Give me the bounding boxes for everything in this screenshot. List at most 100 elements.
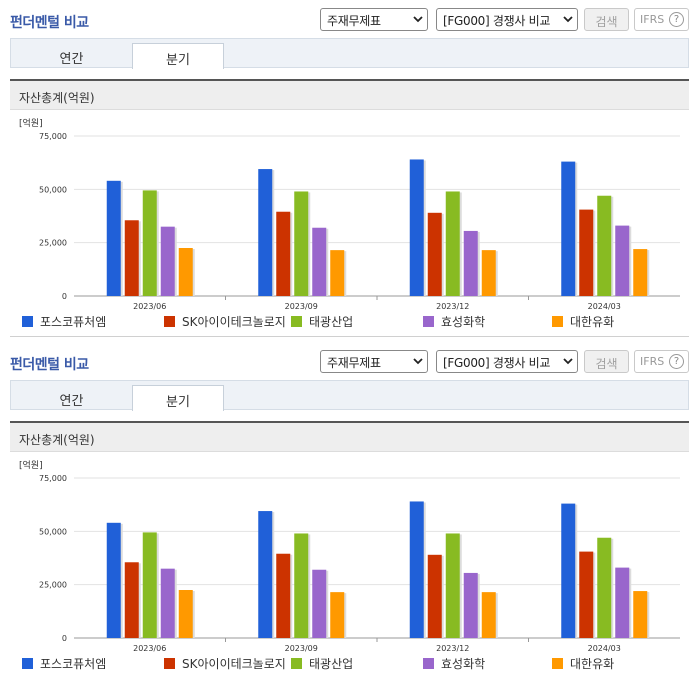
bar bbox=[106, 522, 121, 638]
y-tick-label: 50,000 bbox=[39, 527, 67, 536]
legend-item[interactable]: 태광산업 bbox=[291, 655, 353, 672]
compare-select[interactable]: [FG000] 경쟁사 비교 bbox=[436, 350, 578, 373]
legend-label: 태광산업 bbox=[309, 657, 354, 671]
legend-label: 포스코퓨처엠 bbox=[40, 657, 107, 671]
legend-item[interactable]: 효성화학 bbox=[423, 313, 485, 330]
bar bbox=[178, 248, 193, 296]
y-tick-label: 75,000 bbox=[39, 132, 67, 141]
bar bbox=[330, 592, 345, 638]
bar bbox=[615, 567, 630, 638]
y-tick-label: 25,000 bbox=[39, 581, 67, 590]
bar bbox=[481, 250, 496, 296]
bar bbox=[276, 211, 291, 296]
bar bbox=[312, 569, 327, 638]
tab-quarterly[interactable]: 분기 bbox=[132, 43, 224, 69]
statement-select[interactable]: 주재무제표 bbox=[320, 8, 428, 31]
compare-select[interactable]: [FG000] 경쟁사 비교 bbox=[436, 8, 578, 31]
bar bbox=[597, 537, 612, 638]
bar-chart: [억원] 0 25,000 50,000 75,000 2023/06 2023/09 202… bbox=[10, 454, 689, 680]
legend-swatch bbox=[22, 316, 33, 327]
legend-label: 대한유화 bbox=[570, 315, 615, 329]
x-tick-label: 2023/06 bbox=[133, 644, 166, 653]
legend-label: 대한유화 bbox=[570, 657, 615, 671]
y-tick-label: 75,000 bbox=[39, 474, 67, 483]
panel-title: 펀더멘털 비교 bbox=[10, 15, 89, 31]
search-button[interactable]: 검색 bbox=[584, 350, 629, 373]
period-tabs: 연간 분기 bbox=[10, 38, 689, 69]
chevron-down-icon bbox=[563, 358, 573, 365]
bar bbox=[330, 250, 345, 296]
legend-swatch bbox=[164, 316, 175, 327]
ifrs-help-button[interactable]: IFRS ? bbox=[634, 8, 689, 31]
section-title: 자산총계(억원) bbox=[10, 421, 689, 452]
legend-label: 포스코퓨처엠 bbox=[40, 315, 107, 329]
search-button[interactable]: 검색 bbox=[584, 8, 629, 31]
y-tick-label: 0 bbox=[62, 634, 67, 643]
bar bbox=[142, 190, 157, 296]
bar bbox=[427, 554, 442, 638]
ifrs-label: IFRS bbox=[640, 355, 665, 368]
legend-item[interactable]: 포스코퓨처엠 bbox=[22, 655, 106, 672]
bar bbox=[463, 230, 478, 296]
legend-label: 태광산업 bbox=[309, 315, 354, 329]
bar bbox=[463, 572, 478, 638]
legend-item[interactable]: 포스코퓨처엠 bbox=[22, 313, 106, 330]
bar bbox=[561, 161, 576, 296]
y-tick-label: 50,000 bbox=[39, 185, 67, 194]
x-tick-label: 2023/12 bbox=[436, 644, 469, 653]
legend-swatch bbox=[552, 658, 563, 669]
statement-select-value: 주재무제표 bbox=[327, 356, 381, 370]
tab-annual[interactable]: 연간 bbox=[59, 52, 84, 67]
legend-swatch bbox=[291, 658, 302, 669]
x-tick-label: 2023/09 bbox=[285, 302, 318, 311]
chevron-down-icon bbox=[413, 16, 423, 23]
ifrs-help-button[interactable]: IFRS ? bbox=[634, 350, 689, 373]
chart-legend: 포스코퓨처엠 SK아이이테크놀로지 태광산업 효성화학 대한유화 bbox=[22, 313, 682, 329]
bar bbox=[160, 568, 175, 638]
bar bbox=[579, 209, 594, 296]
panel-title: 펀더멘털 비교 bbox=[10, 357, 89, 373]
x-tick-label: 2024/03 bbox=[588, 644, 621, 653]
legend-swatch bbox=[423, 316, 434, 327]
legend-item[interactable]: 대한유화 bbox=[552, 655, 614, 672]
x-tick-label: 2024/03 bbox=[588, 302, 621, 311]
bar bbox=[615, 225, 630, 296]
period-tabs: 연간 분기 bbox=[10, 380, 689, 411]
bar bbox=[142, 532, 157, 638]
legend-item[interactable]: SK아이이테크놀로지 bbox=[164, 313, 286, 330]
bar-chart: [억원] 0 25,000 50,000 75,000 2023/06 2023/09 202… bbox=[10, 112, 689, 338]
bar bbox=[312, 227, 327, 296]
section-title: 자산총계(억원) bbox=[10, 79, 689, 110]
tab-quarterly[interactable]: 분기 bbox=[132, 385, 224, 411]
bar bbox=[160, 226, 175, 296]
statement-select[interactable]: 주재무제표 bbox=[320, 350, 428, 373]
legend-item[interactable]: 대한유화 bbox=[552, 313, 614, 330]
legend-label: SK아이이테크놀로지 bbox=[182, 315, 286, 329]
bar bbox=[258, 169, 273, 296]
statement-select-value: 주재무제표 bbox=[327, 14, 381, 28]
legend-swatch bbox=[552, 316, 563, 327]
y-tick-label: 25,000 bbox=[39, 239, 67, 248]
divider bbox=[10, 336, 689, 337]
bar bbox=[409, 159, 424, 296]
bar bbox=[445, 191, 460, 296]
chart-svg: [억원] 0 25,000 50,000 75,000 2023/06 2023/09 202… bbox=[19, 459, 680, 653]
y-tick-label: 0 bbox=[62, 292, 67, 301]
bar bbox=[427, 212, 442, 296]
legend-label: 효성화학 bbox=[441, 657, 486, 671]
chart-svg: [억원] 0 25,000 50,000 75,000 2023/06 2023/09 202… bbox=[19, 117, 680, 311]
legend-item[interactable]: 태광산업 bbox=[291, 313, 353, 330]
tab-annual[interactable]: 연간 bbox=[59, 394, 84, 409]
bar bbox=[579, 551, 594, 638]
bar bbox=[258, 511, 273, 638]
bar bbox=[124, 562, 139, 638]
legend-item[interactable]: 효성화학 bbox=[423, 655, 485, 672]
chevron-down-icon bbox=[563, 16, 573, 23]
legend-label: SK아이이테크놀로지 bbox=[182, 657, 286, 671]
x-tick-label: 2023/12 bbox=[436, 302, 469, 311]
legend-swatch bbox=[164, 658, 175, 669]
bar bbox=[294, 191, 309, 296]
legend-item[interactable]: SK아이이테크놀로지 bbox=[164, 655, 286, 672]
bar bbox=[445, 533, 460, 638]
compare-select-value: [FG000] 경쟁사 비교 bbox=[443, 356, 551, 370]
